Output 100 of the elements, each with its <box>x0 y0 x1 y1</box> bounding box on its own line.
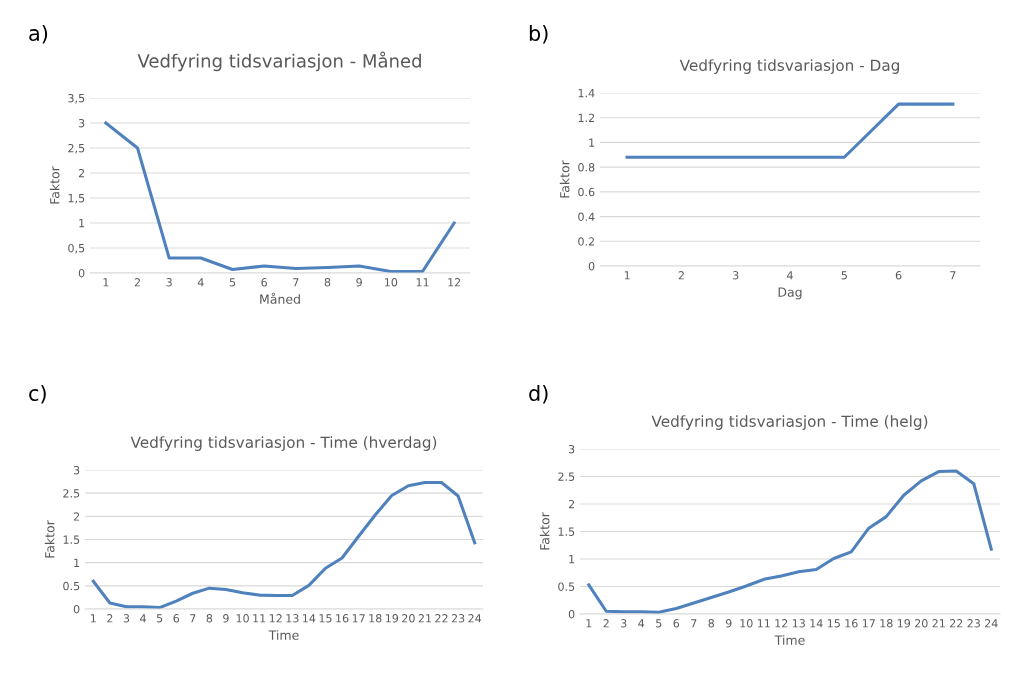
x-tick-label: 9 <box>725 619 732 628</box>
x-tick-label: 8 <box>206 614 213 623</box>
chart-title: Vedfyring tidsvariasjon - Dag <box>679 59 899 74</box>
y-tick-label: 0.8 <box>578 163 595 172</box>
line-series <box>91 480 477 609</box>
x-tick-label: 18 <box>880 619 893 628</box>
x-tick-label: 6 <box>673 619 680 628</box>
y-tick-label: 0 <box>78 268 85 278</box>
y-tick-label: 0.6 <box>578 187 595 197</box>
x-tick-label: 1 <box>103 278 109 287</box>
chart-title: Vedfyring tidsvariasjon - Måned <box>137 51 421 72</box>
y-tick-label: 1 <box>589 138 595 147</box>
y-tick-label: 0,5 <box>68 243 85 254</box>
x-tick-label: 17 <box>352 614 365 623</box>
x-tick-label: 11 <box>757 619 770 628</box>
y-tick-label: 1,5 <box>68 194 85 204</box>
x-tick-label: 4 <box>140 614 146 623</box>
x-tick-label: 4 <box>638 619 645 628</box>
x-tick-label: 21 <box>418 614 431 623</box>
y-tick-label: 0.5 <box>63 581 80 591</box>
x-tick-label: 7 <box>950 271 956 280</box>
text: b) <box>529 24 548 44</box>
y-axis-title: Faktor <box>44 520 55 558</box>
x-tick-label: 14 <box>303 614 316 623</box>
y-axis-title: Faktor <box>559 160 570 198</box>
x-tick-label: 7 <box>190 614 196 623</box>
y-tick-label: 0 <box>568 609 575 619</box>
x-tick-label: 5 <box>841 271 847 280</box>
x-tick-label: 8 <box>708 619 715 628</box>
x-tick-label: 20 <box>402 614 415 623</box>
y-tick-label: 2,5 <box>68 143 85 154</box>
y-tick-label: 2.5 <box>63 489 80 498</box>
x-tick-label: 3 <box>123 614 130 623</box>
text: a) <box>29 24 48 44</box>
y-tick-label: 2.5 <box>558 472 575 481</box>
x-tick-label: 24 <box>984 619 998 628</box>
x-tick-label: 20 <box>914 619 928 628</box>
x-tick-label: 6 <box>261 278 267 287</box>
y-tick-label: 1 <box>79 219 85 228</box>
x-tick-label: 19 <box>897 619 911 628</box>
y-axis-title: Faktor <box>49 166 60 204</box>
x-tick-label: 19 <box>385 614 399 623</box>
x-tick-label: 12 <box>448 278 461 287</box>
y-tick-label: 1 <box>74 558 80 567</box>
y-tick-label: 3 <box>568 444 575 454</box>
x-tick-label: 5 <box>156 614 163 623</box>
y-tick-label: 1.2 <box>578 113 595 122</box>
x-tick-label: 6 <box>173 614 180 623</box>
text: d) <box>529 384 548 404</box>
x-tick-label: 3 <box>621 619 627 628</box>
x-tick-label: 10 <box>384 278 398 287</box>
y-tick-label: 3 <box>78 118 85 128</box>
x-tick-label: 1 <box>90 614 96 623</box>
x-tick-label: 12 <box>269 614 282 623</box>
y-tick-label: 2 <box>73 512 80 521</box>
x-tick-label: 2 <box>603 619 609 628</box>
x-tick-label: 15 <box>319 614 332 623</box>
x-tick-label: 13 <box>792 619 805 628</box>
y-tick-label: 3,5 <box>68 93 85 104</box>
x-tick-label: 22 <box>435 614 448 623</box>
y-axis-title: Faktor <box>539 512 550 550</box>
x-tick-label: 2 <box>107 614 113 623</box>
x-tick-label: 2 <box>678 271 684 280</box>
x-tick-label: 13 <box>286 614 299 623</box>
y-tick-label: 0.2 <box>578 237 595 246</box>
x-tick-label: 11 <box>253 614 266 623</box>
x-tick-label: 4 <box>197 278 204 287</box>
x-axis-title: Måned <box>260 292 300 304</box>
chart-title: Vedfyring tidsvariasjon - Time (helg) <box>651 415 928 430</box>
x-tick-label: 5 <box>656 619 662 628</box>
x-tick-label: 5 <box>229 278 236 287</box>
x-tick-label: 7 <box>293 278 299 287</box>
x-tick-label: 2 <box>134 278 140 287</box>
y-tick-label: 0 <box>588 261 595 271</box>
text: c) <box>29 384 46 404</box>
chart-title: Vedfyring tidsvariasjon - Time (hverdag) <box>130 436 437 451</box>
y-tick-label: 1.5 <box>558 527 575 536</box>
y-tick-label: 0.5 <box>558 582 575 591</box>
x-tick-label: 16 <box>336 614 349 623</box>
x-tick-label: 24 <box>468 614 482 623</box>
x-tick-label: 9 <box>223 614 229 623</box>
y-tick-label: 2 <box>78 168 85 178</box>
y-tick-label: 1.4 <box>578 89 595 98</box>
x-tick-label: 17 <box>862 619 875 628</box>
x-tick-label: 10 <box>740 619 753 628</box>
x-tick-label: 11 <box>416 278 429 287</box>
x-tick-label: 3 <box>733 271 739 280</box>
y-tick-label: 0 <box>73 604 80 614</box>
x-tick-label: 15 <box>827 619 840 628</box>
x-axis-title: Time <box>268 630 299 640</box>
x-tick-label: 12 <box>775 619 788 628</box>
line-series <box>104 121 456 273</box>
x-tick-label: 4 <box>787 271 793 280</box>
x-tick-label: 10 <box>236 614 249 623</box>
x-tick-label: 22 <box>949 619 963 628</box>
x-axis-title: Dag <box>778 287 802 300</box>
x-tick-label: 6 <box>895 271 902 280</box>
y-tick-label: 3 <box>73 465 80 475</box>
y-tick-label: 1 <box>569 555 575 564</box>
x-tick-label: 21 <box>932 619 945 628</box>
